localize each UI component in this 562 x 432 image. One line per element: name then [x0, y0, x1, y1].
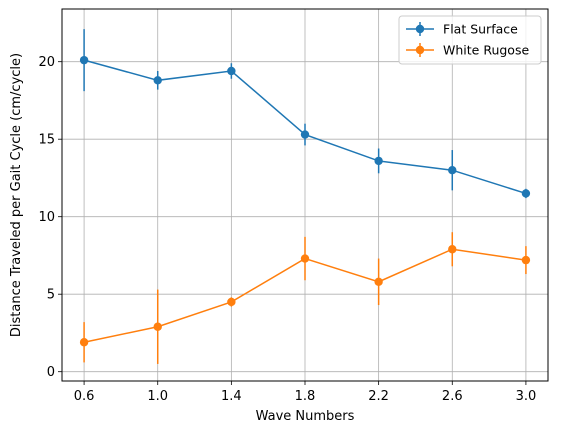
data-point	[448, 245, 457, 254]
x-axis-label: Wave Numbers	[256, 409, 355, 424]
legend-marker	[415, 45, 425, 55]
grid-lines	[62, 9, 548, 381]
x-tick-label: 1.0	[147, 389, 168, 404]
data-point	[521, 189, 531, 198]
ticks: 0.6 1.0 1.4 1.8 2.2 2.6 3.0 0 5 10 15 20	[38, 55, 536, 404]
y-tick-label: 0	[47, 365, 55, 380]
data-point	[227, 297, 236, 307]
data-point	[521, 255, 531, 265]
x-tick-label: 1.8	[295, 389, 316, 404]
x-tick-label: 2.2	[368, 389, 389, 404]
data-point	[300, 254, 310, 263]
data-point	[79, 338, 89, 347]
data-point	[448, 166, 457, 175]
x-tick-label: 2.6	[442, 389, 463, 404]
series-flat-surface	[79, 29, 531, 199]
legend-box	[398, 15, 542, 65]
legend-item: White Rugose	[406, 43, 529, 58]
y-tick-label: 15	[38, 133, 55, 148]
legend-label: White Rugose	[443, 43, 529, 58]
data-point	[374, 156, 383, 166]
data-point	[153, 76, 162, 85]
series-white-rugose	[79, 232, 531, 364]
legend: Flat Surface White Rugose	[398, 15, 542, 65]
data-point	[374, 277, 383, 286]
legend-marker	[415, 24, 425, 34]
data-point	[227, 66, 236, 76]
series-layer	[79, 29, 531, 364]
legend-item: Flat Surface	[406, 22, 518, 37]
y-axis-label: Distance Traveled per Gait Cycle (cm/cyc…	[9, 53, 24, 337]
data-point	[300, 130, 310, 139]
y-tick-label: 10	[38, 210, 55, 225]
x-tick-label: 3.0	[516, 389, 537, 404]
y-tick-label: 5	[47, 288, 55, 303]
x-tick-label: 0.6	[74, 389, 95, 404]
data-point	[153, 322, 162, 331]
data-point	[79, 55, 89, 65]
x-tick-label: 1.4	[221, 389, 242, 404]
legend-label: Flat Surface	[443, 22, 518, 37]
y-tick-label: 20	[38, 55, 55, 70]
